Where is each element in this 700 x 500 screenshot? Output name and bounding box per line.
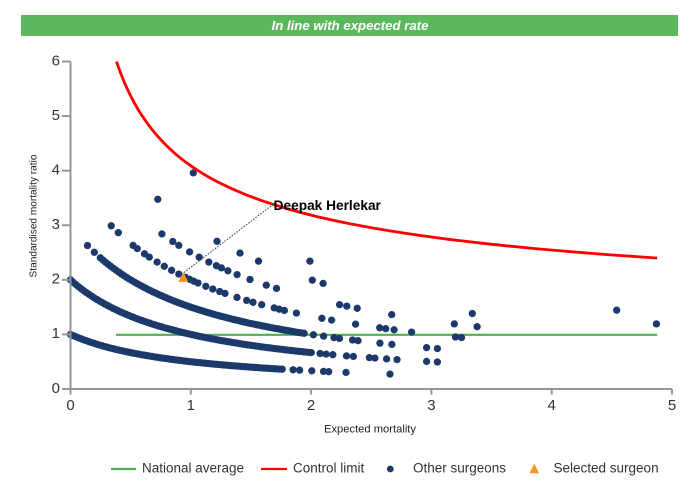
svg-text:Expected mortality: Expected mortality [324,424,416,436]
svg-text:Standardised mortality ratio: Standardised mortality ratio [29,154,40,277]
svg-text:0: 0 [66,397,74,414]
svg-text:5: 5 [668,397,676,414]
svg-text:1: 1 [52,325,60,342]
svg-text:0: 0 [52,380,60,397]
svg-text:Control limit: Control limit [293,461,365,476]
svg-text:Other surgeons: Other surgeons [413,461,506,476]
svg-text:3: 3 [427,397,435,414]
svg-text:6: 6 [52,52,60,69]
svg-text:4: 4 [52,161,60,178]
svg-text:1: 1 [187,397,195,414]
svg-text:2: 2 [307,397,315,414]
svg-text:National average: National average [142,461,244,476]
svg-text:3: 3 [52,216,60,233]
svg-text:Selected surgeon: Selected surgeon [554,461,659,476]
svg-text:4: 4 [548,397,556,414]
svg-text:Deepak Herlekar: Deepak Herlekar [274,198,382,213]
svg-text:5: 5 [52,107,60,124]
svg-text:In line with expected rate: In line with expected rate [272,18,429,33]
svg-text:2: 2 [52,271,60,288]
